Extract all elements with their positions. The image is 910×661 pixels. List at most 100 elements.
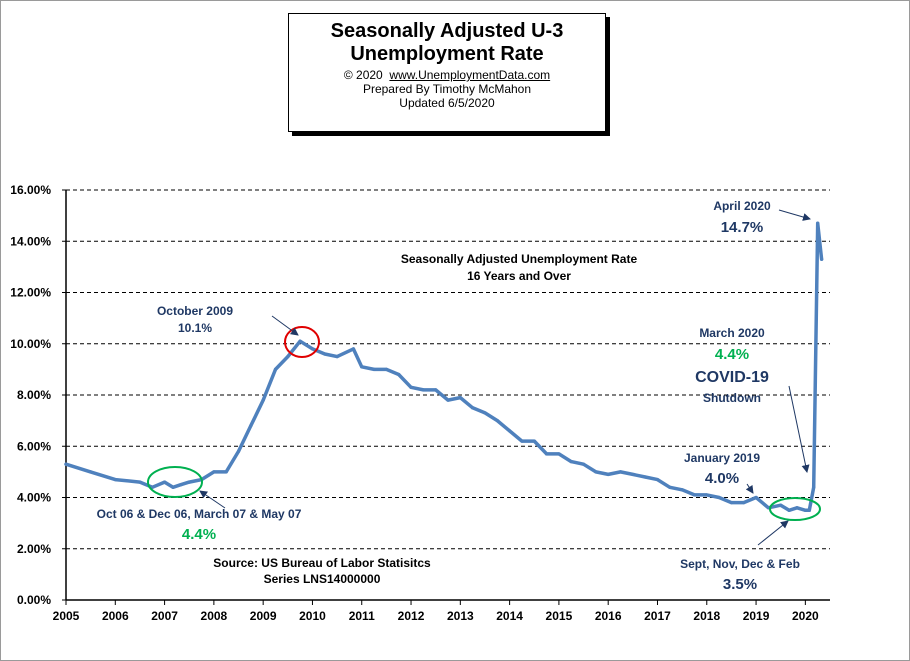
data-point — [754, 495, 758, 500]
annotation-sept-feb-value: 3.5% — [723, 576, 757, 593]
annotation-2007-label: Oct 06 & Dec 06, March 07 & May 07 — [97, 507, 302, 521]
data-point — [631, 472, 635, 477]
x-tick-labels: 2005 2006 2007 2008 2009 2010 2011 2012 2013 2014… — [53, 600, 819, 623]
data-point — [335, 354, 339, 359]
data-point — [742, 501, 746, 505]
prepared-by: Prepared By Timothy McMahon — [362, 82, 532, 96]
site-link[interactable]: www.UnemploymentData.com — [389, 68, 551, 82]
data-point — [606, 472, 610, 477]
y-tick-label: 16.00% — [10, 183, 51, 197]
updated-date: Updated 6/5/2020 — [399, 96, 495, 110]
data-point — [643, 475, 647, 479]
y-tick-labels: 0.00% 2.00% 4.00% 6.00% 8.00% 10.00% 12.00% 14.… — [10, 183, 66, 607]
x-tick-label: 2017 — [644, 609, 671, 623]
data-point — [557, 452, 561, 456]
title-line-1: Seasonally Adjusted U-3 — [330, 20, 564, 42]
data-point — [458, 395, 462, 400]
data-point — [803, 508, 807, 512]
data-point — [729, 501, 734, 505]
data-point — [495, 419, 499, 423]
data-point — [360, 365, 364, 369]
annotation-sept-feb-label: Sept, Nov, Dec & Feb — [680, 557, 800, 571]
x-tick-label: 2010 — [299, 609, 326, 623]
data-point — [249, 424, 253, 428]
x-tick-label: 2009 — [250, 609, 277, 623]
data-point — [179, 483, 183, 487]
highlight-circle-2019 — [769, 497, 821, 521]
title-line-2: Unemployment Rate — [350, 43, 544, 65]
copyright-line: © 2020 www.UnemploymentData.com — [289, 68, 605, 82]
covid-label: COVID-19 — [695, 369, 769, 386]
x-tick-label: 2005 — [53, 609, 80, 623]
source-line-1: Source: US Bureau of Labor Statisitcs — [213, 556, 431, 570]
annotation-march-2020-value: 4.4% — [715, 346, 749, 363]
annotation-january-2019-label: January 2019 — [684, 451, 760, 465]
data-point — [89, 470, 93, 474]
data-point — [820, 257, 824, 261]
arrow-march-2020 — [788, 385, 810, 473]
annotation-january-2019-value: 4.0% — [705, 470, 739, 487]
annotation-march-2020-label: March 2020 — [699, 326, 765, 340]
x-tick-label: 2015 — [546, 609, 573, 623]
x-tick-label: 2013 — [447, 609, 474, 623]
y-tick-label: 6.00% — [17, 439, 51, 453]
highlight-circle-2009 — [284, 326, 320, 358]
data-point — [113, 477, 117, 482]
x-tick-label: 2007 — [151, 609, 178, 623]
data-point — [286, 354, 290, 359]
data-point — [171, 485, 175, 489]
data-point — [446, 398, 450, 402]
annotation-october-2009-label: October 2009 — [157, 304, 233, 318]
x-tick-label: 2014 — [496, 609, 523, 623]
data-point — [483, 411, 487, 415]
arrow-2007 — [199, 490, 226, 509]
data-point — [717, 495, 721, 500]
annotation-2007-value: 4.4% — [182, 526, 216, 543]
data-point — [273, 367, 278, 371]
x-tick-label: 2016 — [595, 609, 622, 623]
x-tick-label: 2006 — [102, 609, 129, 623]
data-point — [384, 367, 388, 371]
data-point — [692, 493, 697, 497]
x-tick-label: 2011 — [349, 609, 375, 623]
y-tick-label: 14.00% — [10, 234, 51, 248]
copyright: © 2020 — [343, 68, 383, 82]
annotation-april-2020-value: 14.7% — [721, 219, 764, 236]
data-point — [705, 493, 709, 497]
y-tick-label: 12.00% — [10, 286, 51, 300]
data-point — [787, 508, 791, 512]
data-point — [544, 452, 549, 456]
data-point — [779, 503, 783, 507]
data-point — [64, 462, 68, 466]
source-line-2: Series LNS14000000 — [264, 572, 381, 586]
arrow-april-2020 — [778, 209, 811, 221]
data-point — [236, 449, 241, 453]
data-point — [421, 388, 425, 392]
data-point — [323, 352, 327, 356]
shutdown-label: Shutdown — [703, 391, 761, 405]
arrow-sept-feb — [757, 520, 789, 546]
annotation-april-2020-label: April 2020 — [713, 199, 771, 213]
chart-subtitle: 16 Years and Over — [467, 269, 571, 283]
data-point — [668, 485, 672, 489]
data-point — [138, 480, 142, 484]
arrow-january-2019 — [745, 483, 754, 494]
data-point — [594, 470, 598, 474]
series-line-unemployment-rate — [64, 221, 824, 513]
data-point — [816, 221, 820, 225]
highlight-circle-2007 — [147, 466, 203, 498]
x-tick-label: 2008 — [201, 609, 228, 623]
x-tick-label: 2018 — [693, 609, 720, 623]
annotation-october-2009-value: 10.1% — [178, 321, 212, 335]
data-point — [532, 439, 536, 443]
arrow-october-2009 — [271, 315, 299, 336]
data-point — [310, 347, 315, 351]
data-point — [520, 439, 524, 443]
data-point — [224, 470, 228, 474]
data-point — [508, 429, 512, 433]
data-point — [351, 347, 355, 351]
data-point — [372, 367, 376, 371]
data-point — [581, 462, 586, 466]
chart-title: Seasonally Adjusted Unemployment Rate — [401, 252, 638, 266]
data-point — [298, 339, 302, 343]
